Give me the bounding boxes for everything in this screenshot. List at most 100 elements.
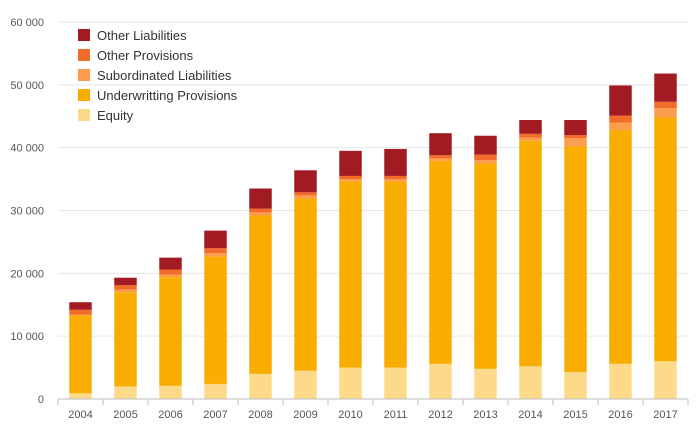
y-tick-label: 30 000 bbox=[10, 206, 44, 218]
bar-segment bbox=[384, 175, 407, 180]
bar-segment bbox=[339, 179, 362, 182]
bar-segment bbox=[294, 170, 317, 193]
bar-segment bbox=[204, 383, 227, 399]
legend: Other Liabilities Other Provisions Subordi… bbox=[78, 28, 238, 123]
bar-segment bbox=[69, 314, 92, 316]
bar-segment bbox=[384, 148, 407, 176]
bar-segment bbox=[159, 269, 182, 275]
legend-label: Underwritting Provisions bbox=[97, 88, 238, 103]
bar-segment bbox=[69, 302, 92, 310]
legend-label: Subordinated Liabilities bbox=[97, 68, 232, 83]
bar-segment bbox=[159, 257, 182, 270]
bar-segment bbox=[159, 385, 182, 399]
bar-segment bbox=[384, 179, 407, 182]
bar-segment bbox=[654, 108, 677, 118]
bar-segment bbox=[249, 188, 272, 209]
legend-swatch bbox=[78, 89, 90, 101]
x-tick-label: 2012 bbox=[428, 409, 452, 421]
bar-segment bbox=[114, 292, 137, 387]
bar-segment bbox=[114, 285, 137, 290]
x-tick-label: 2005 bbox=[113, 409, 137, 421]
bar-segment bbox=[564, 371, 587, 399]
bar-segment bbox=[654, 117, 677, 362]
bar-segment bbox=[114, 277, 137, 286]
bars bbox=[69, 73, 677, 399]
bar-segment bbox=[249, 208, 272, 213]
bar-segment bbox=[519, 137, 542, 141]
x-tick-label: 2014 bbox=[518, 409, 542, 421]
x-tick-label: 2015 bbox=[563, 409, 587, 421]
bar-segment bbox=[609, 115, 632, 123]
legend-label: Other Liabilities bbox=[97, 28, 187, 43]
bar-segment bbox=[474, 160, 497, 164]
bar-segment bbox=[564, 120, 587, 136]
y-tick-label: 0 bbox=[38, 394, 44, 406]
bar-segment bbox=[339, 150, 362, 176]
x-tick-label: 2009 bbox=[293, 409, 317, 421]
x-tick-label: 2010 bbox=[338, 409, 362, 421]
bar-segment bbox=[339, 175, 362, 180]
x-tick-label: 2016 bbox=[608, 409, 632, 421]
legend-swatch bbox=[78, 49, 90, 61]
bar-segment bbox=[249, 212, 272, 216]
bar-segment bbox=[609, 85, 632, 116]
y-axis: 0 10 000 20 000 30 000 40 000 50 000 60 000 bbox=[10, 17, 44, 406]
bar-segment bbox=[159, 277, 182, 386]
bar-segment bbox=[519, 140, 542, 367]
bar-segment bbox=[114, 289, 137, 293]
bar-segment bbox=[654, 361, 677, 399]
bar-segment bbox=[609, 130, 632, 364]
x-tick-label: 2004 bbox=[68, 409, 92, 421]
bar-segment bbox=[294, 370, 317, 399]
bar-segment bbox=[429, 155, 452, 159]
y-tick-label: 50 000 bbox=[10, 80, 44, 92]
bar-segment bbox=[474, 163, 497, 369]
bar-segment bbox=[69, 309, 92, 315]
bar-segment bbox=[609, 122, 632, 131]
bar-segment bbox=[429, 363, 452, 399]
bar-segment bbox=[69, 315, 92, 394]
bar-segment bbox=[339, 181, 362, 368]
bar-segment bbox=[564, 135, 587, 139]
y-tick-label: 40 000 bbox=[10, 143, 44, 155]
x-tick-label: 2008 bbox=[248, 409, 272, 421]
bar-segment bbox=[204, 253, 227, 257]
legend-label: Other Provisions bbox=[97, 48, 194, 63]
bar-segment bbox=[474, 368, 497, 399]
bar-segment bbox=[384, 181, 407, 368]
legend-swatch bbox=[78, 29, 90, 41]
legend-swatch bbox=[78, 109, 90, 121]
x-tick-label: 2006 bbox=[158, 409, 182, 421]
bar-segment bbox=[294, 192, 317, 196]
x-tick-label: 2013 bbox=[473, 409, 497, 421]
x-axis: 2004 2005 2006 2007 2008 2009 2010 2011 2012 2013… bbox=[57, 398, 689, 421]
legend-label: Equity bbox=[97, 108, 134, 123]
bar-segment bbox=[474, 135, 497, 155]
x-tick-label: 2007 bbox=[203, 409, 227, 421]
bar-segment bbox=[429, 133, 452, 156]
bar-segment bbox=[249, 373, 272, 399]
bar-segment bbox=[204, 248, 227, 254]
x-tick-label: 2017 bbox=[653, 409, 677, 421]
bar-segment bbox=[519, 366, 542, 399]
bar-segment bbox=[519, 133, 542, 138]
bar-segment bbox=[429, 160, 452, 364]
bar-segment bbox=[519, 120, 542, 134]
bar-segment bbox=[609, 363, 632, 399]
y-tick-label: 60 000 bbox=[10, 17, 44, 29]
bar-segment bbox=[654, 101, 677, 109]
bar-segment bbox=[69, 393, 92, 399]
x-tick-label: 2011 bbox=[384, 409, 408, 421]
bar-segment bbox=[429, 158, 452, 161]
bar-segment bbox=[384, 367, 407, 399]
bar-segment bbox=[114, 386, 137, 399]
y-tick-label: 10 000 bbox=[10, 331, 44, 343]
y-tick-label: 20 000 bbox=[10, 268, 44, 280]
bar-segment bbox=[204, 256, 227, 384]
bar-segment bbox=[294, 195, 317, 199]
bar-segment bbox=[294, 198, 317, 371]
bar-segment bbox=[474, 154, 497, 161]
bar-segment bbox=[564, 146, 587, 372]
bar-segment bbox=[564, 138, 587, 147]
